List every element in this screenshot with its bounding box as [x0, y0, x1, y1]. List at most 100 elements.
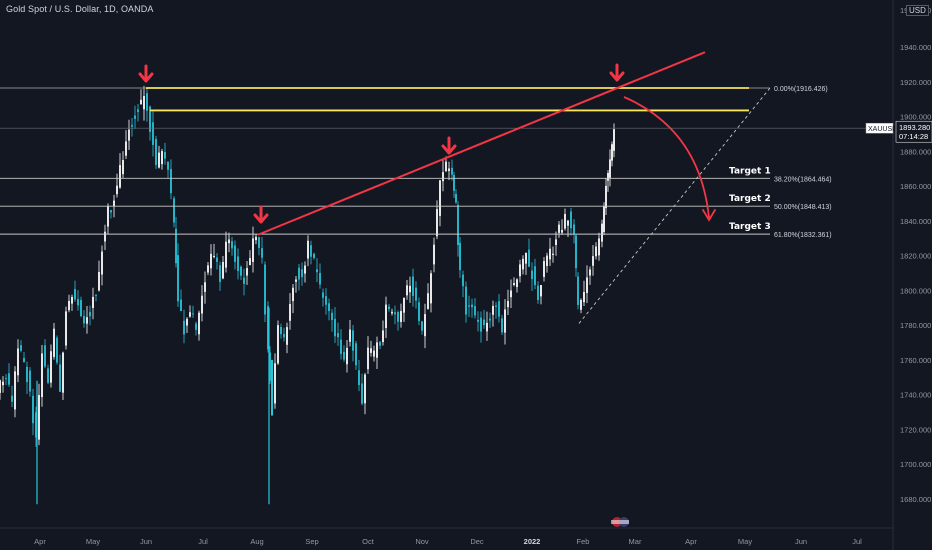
- candle-body: [283, 334, 285, 338]
- fib-level-label: 61.80%(1832.361): [774, 232, 832, 239]
- candle-body: [442, 172, 444, 182]
- y-tick-label: 1920.000: [900, 78, 931, 87]
- candle-body: [528, 249, 530, 267]
- candle-body: [575, 235, 577, 269]
- candle-body: [522, 258, 524, 270]
- candle-body: [415, 287, 417, 301]
- target-label: Target 1: [729, 166, 771, 176]
- projection-arrowhead-icon: [702, 209, 716, 222]
- candle-body: [125, 141, 127, 156]
- candle-body: [204, 282, 206, 292]
- candle-body: [167, 161, 169, 170]
- candle-body: [613, 129, 615, 151]
- y-tick-label: 1800.000: [900, 286, 931, 295]
- candle-body: [298, 267, 300, 280]
- candle-body: [237, 256, 239, 271]
- x-tick-label: Oct: [362, 537, 375, 546]
- candle-body: [549, 248, 551, 260]
- candle-body: [98, 271, 100, 291]
- candle-body: [611, 144, 613, 161]
- candle-body: [543, 261, 545, 277]
- candle-body: [498, 301, 500, 317]
- candle-body: [107, 205, 109, 227]
- x-tick-label: Dec: [470, 537, 484, 546]
- candle-body: [14, 371, 16, 410]
- candle-body: [504, 309, 506, 333]
- currency-label[interactable]: USD: [906, 5, 929, 16]
- x-tick-label: Jun: [795, 537, 807, 546]
- candle-body: [489, 318, 491, 321]
- candle-body: [313, 253, 315, 258]
- x-tick-label: Apr: [685, 537, 697, 546]
- candle-body: [427, 293, 429, 309]
- candle-body: [113, 200, 115, 207]
- candle-body: [510, 290, 512, 298]
- candle-body: [277, 325, 279, 364]
- candle-body: [110, 210, 112, 213]
- candle-body: [301, 269, 303, 278]
- candle-body: [269, 352, 271, 381]
- candle-body: [243, 277, 245, 284]
- candle-body: [583, 291, 585, 303]
- candle-body: [195, 323, 197, 330]
- candle-body: [180, 299, 182, 312]
- candle-body: [225, 241, 227, 268]
- last-price-tag: [895, 120, 932, 143]
- candle-body: [240, 266, 242, 276]
- candle-body: [477, 319, 479, 322]
- candle-body: [134, 115, 136, 119]
- y-tick-label: 1880.000: [900, 147, 931, 156]
- candle-body: [459, 242, 461, 271]
- candle-body: [370, 348, 372, 353]
- candle-body: [146, 93, 148, 111]
- candle-body: [501, 318, 503, 333]
- x-tick-label: May: [86, 537, 100, 546]
- candle-body: [155, 138, 157, 165]
- candle-body: [382, 330, 384, 343]
- candle-body: [322, 292, 324, 298]
- y-tick-label: 1940.000: [900, 43, 931, 52]
- fib-level-label: 0.00%(1916.426): [774, 86, 828, 93]
- candle-body: [11, 395, 13, 402]
- candle-body: [219, 265, 221, 282]
- candle-body: [519, 264, 521, 277]
- candle-body: [555, 239, 557, 246]
- candle-body: [77, 299, 79, 306]
- candle-body: [261, 248, 263, 258]
- candle-body: [62, 352, 64, 393]
- candle-body: [421, 321, 423, 331]
- candle-body: [373, 350, 375, 357]
- x-tick-label: Mar: [629, 537, 642, 546]
- candle-body: [53, 328, 55, 357]
- candle-body: [337, 333, 339, 338]
- candle-body: [325, 296, 327, 305]
- y-tick-label: 1820.000: [900, 252, 931, 261]
- candle-body: [47, 368, 49, 383]
- x-tick-label: Apr: [34, 537, 46, 546]
- candle-body: [567, 220, 569, 226]
- candle-body: [409, 285, 411, 293]
- candle-body: [358, 370, 360, 386]
- candle-body: [74, 289, 76, 300]
- candle-body: [580, 299, 582, 310]
- candle-body: [400, 311, 402, 322]
- candle-body: [540, 285, 542, 297]
- candle-body: [457, 204, 459, 246]
- candle-body: [161, 151, 163, 165]
- candle-body: [403, 297, 405, 313]
- candle-body: [455, 193, 457, 203]
- candle-body: [17, 348, 19, 376]
- candle-body: [586, 277, 588, 293]
- candle-body: [295, 279, 297, 282]
- symbol-tag: [865, 122, 894, 134]
- candle-body: [346, 347, 348, 365]
- candle-body: [267, 306, 269, 350]
- candle-body: [361, 383, 363, 404]
- candle-body: [516, 279, 518, 288]
- candle-body: [507, 300, 509, 308]
- candle-body: [558, 224, 560, 233]
- us-flag-stripe: [611, 520, 629, 524]
- candle-body: [80, 300, 82, 317]
